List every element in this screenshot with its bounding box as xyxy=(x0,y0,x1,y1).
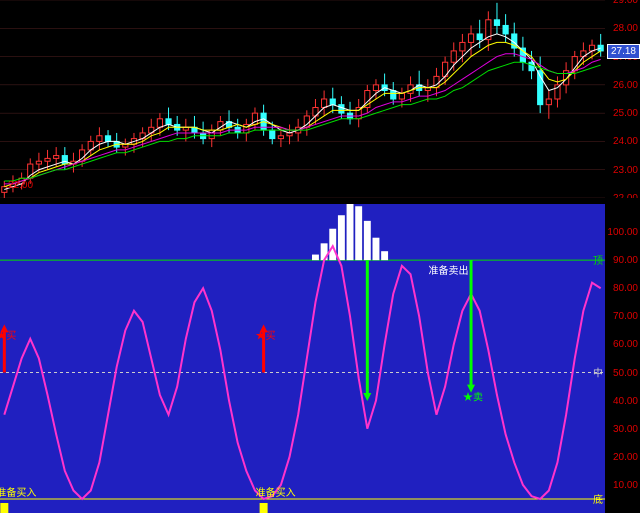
svg-text:底: 底 xyxy=(593,493,603,506)
current-price-tag: 27.18 xyxy=(607,44,640,59)
svg-text:准备买入: 准备买入 xyxy=(0,486,36,499)
svg-text:中: 中 xyxy=(593,367,603,380)
svg-text:顶: 顶 xyxy=(593,255,603,267)
left-price-label: 22.00 xyxy=(8,180,603,191)
price-svg xyxy=(0,0,605,198)
svg-text:准备买入: 准备买入 xyxy=(256,486,296,499)
svg-text:准备卖出: 准备卖出 xyxy=(428,264,468,277)
price-y-axis: 22.0023.0024.0025.0026.0027.0028.0029.00 xyxy=(605,0,640,198)
oscillator-svg: 顶中底 ★买准备买入 ★买准备买入 准备卖出 ★卖 xyxy=(0,204,605,513)
svg-text:★卖: ★卖 xyxy=(463,392,483,404)
svg-text:★买: ★买 xyxy=(0,330,16,342)
oscillator-panel[interactable]: 顶中底 ★买准备买入 ★买准备买入 准备卖出 ★卖 xyxy=(0,204,605,513)
svg-text:★买: ★买 xyxy=(256,330,276,342)
oscillator-y-axis: 10.0020.0030.0040.0050.0060.0070.0080.00… xyxy=(605,204,640,513)
stock-chart: 22.00 22.0023.0024.0025.0026.0027.0028.0… xyxy=(0,0,640,513)
price-panel[interactable]: 22.00 xyxy=(0,0,605,198)
